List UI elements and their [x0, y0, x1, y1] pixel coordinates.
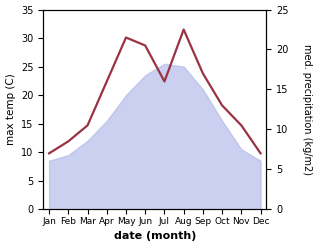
X-axis label: date (month): date (month) — [114, 231, 196, 242]
Y-axis label: max temp (C): max temp (C) — [5, 74, 16, 145]
Y-axis label: med. precipitation (kg/m2): med. precipitation (kg/m2) — [302, 44, 313, 175]
